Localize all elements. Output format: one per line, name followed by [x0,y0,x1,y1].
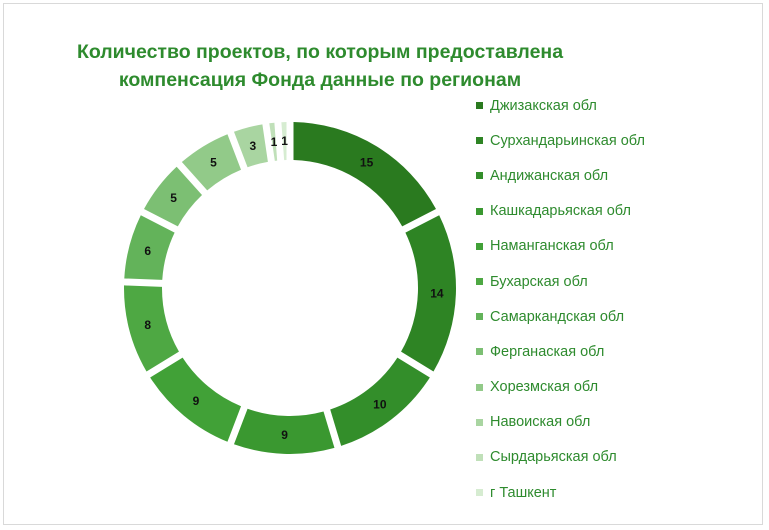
doughnut-slice [181,134,242,191]
doughnut-slice [293,122,436,227]
legend-label: Джизакская обл [490,97,597,114]
doughnut-slice [281,122,287,161]
legend-swatch [476,313,483,321]
legend-swatch [476,278,483,286]
doughnut-slice [123,285,179,372]
legend-swatch [476,172,483,180]
legend-swatch [476,453,483,461]
legend-item: Хорезмская обл [476,370,756,405]
slice-data-label: 8 [144,318,151,332]
legend-swatch [476,383,483,391]
doughnut-slice [233,124,268,168]
legend-label: Наманганская обл [490,238,614,255]
legend-swatch [476,348,483,356]
slice-data-label: 1 [271,135,278,149]
legend-item: Бухарская обл [476,264,756,299]
legend-item: Джизакская обл [476,88,756,123]
slice-data-label: 14 [430,286,444,300]
legend-item: Ферганаская обл [476,334,756,369]
legend-item: г Ташкент [476,475,756,510]
chart-title-line-2: компенсация Фонда данные по регионам [118,69,522,91]
legend-item: Сурхандарьинская обл [476,123,756,158]
legend-label: Бухарская обл [490,273,588,290]
doughnut-slice [401,215,456,372]
legend-label: Андижанская обл [490,167,609,184]
doughnut-slice [124,215,175,280]
legend-swatch [476,102,483,110]
legend-label: г Ташкент [490,484,557,501]
chart-legend: Джизакская обл Сурхандарьинская обл Андижа… [476,88,756,510]
doughnut-slice [144,166,203,227]
slice-data-label: 1 [281,134,288,148]
chart-title-line-1: Количество проектов, по которым предоста… [76,41,564,63]
legend-label: Хорезмская обл [490,379,599,396]
slice-data-label: 6 [144,244,151,258]
slice-data-label: 10 [373,397,387,411]
legend-swatch [476,242,483,250]
chart-title: Количество проектов, по которым предоста… [40,38,600,94]
slice-data-label: 5 [210,156,217,170]
legend-label: Ферганаская обл [490,343,605,360]
legend-item: Сырдарьяская обл [476,440,756,475]
slice-data-label: 9 [193,394,200,408]
legend-item: Андижанская обл [476,158,756,193]
legend-label: Сырдарьяская обл [490,449,617,466]
slice-data-label: 5 [170,191,177,205]
doughnut-slice [150,357,242,442]
legend-swatch [476,489,483,497]
legend-swatch [476,418,483,426]
legend-label: Самаркандская обл [490,308,625,325]
legend-label: Кашкадарьяская обл [490,203,631,220]
legend-item: Навоиская обл [476,405,756,440]
doughnut-slice [269,122,278,161]
legend-swatch [476,137,483,145]
legend-swatch [476,207,483,215]
legend-label: Сурхандарьинская обл [490,132,645,149]
legend-item: Наманганская обл [476,229,756,264]
legend-item: Самаркандская обл [476,299,756,334]
slice-data-label: 9 [281,428,288,442]
slice-data-label: 15 [360,156,374,170]
legend-label: Навоиская обл [490,414,591,431]
legend-item: Кашкадарьяская обл [476,194,756,229]
doughnut-slice [233,408,335,454]
slice-data-label: 3 [249,139,256,153]
doughnut-slice [330,357,430,446]
